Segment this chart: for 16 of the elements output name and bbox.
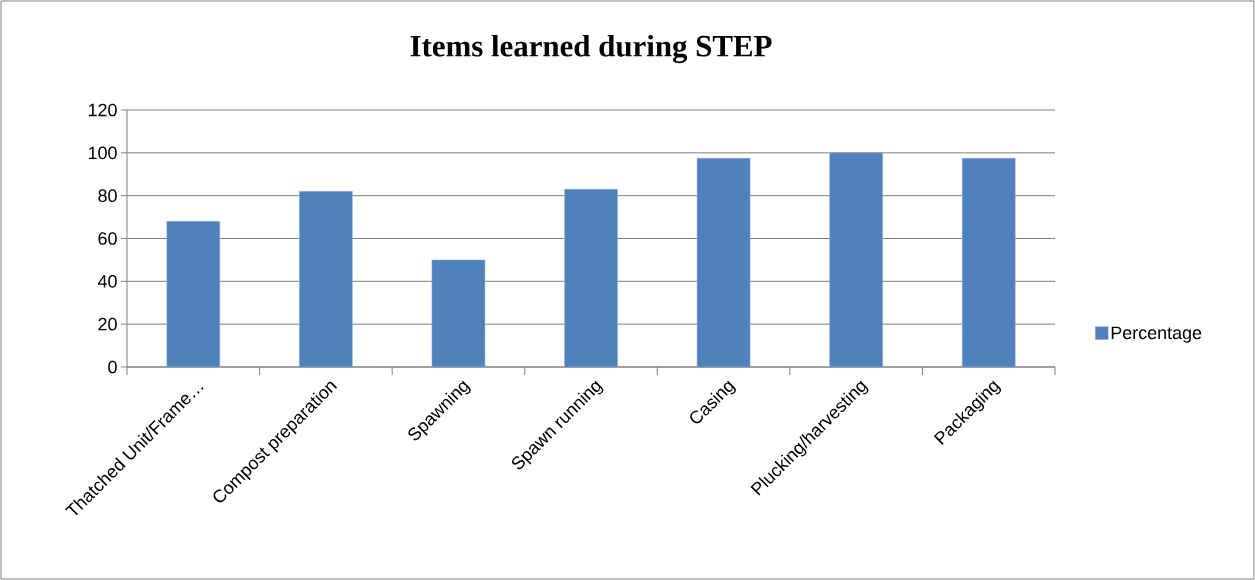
chart-title: Items learned during STEP [410,34,772,64]
bar [564,188,618,367]
bar [829,152,883,367]
y-tick-label: 20 [98,317,117,331]
bar [166,221,221,367]
bar [431,259,486,367]
y-tick-label: 80 [98,189,117,202]
bar [696,157,751,367]
legend-label: Percentage [1111,326,1202,343]
y-tick-label: 100 [88,146,117,160]
bar [299,191,353,367]
y-tick-label: 120 [88,103,117,117]
y-tick-label: 0 [108,360,117,374]
y-tick-label: 40 [97,274,117,288]
y-tick-label: 60 [98,232,117,245]
bar [961,157,1016,367]
